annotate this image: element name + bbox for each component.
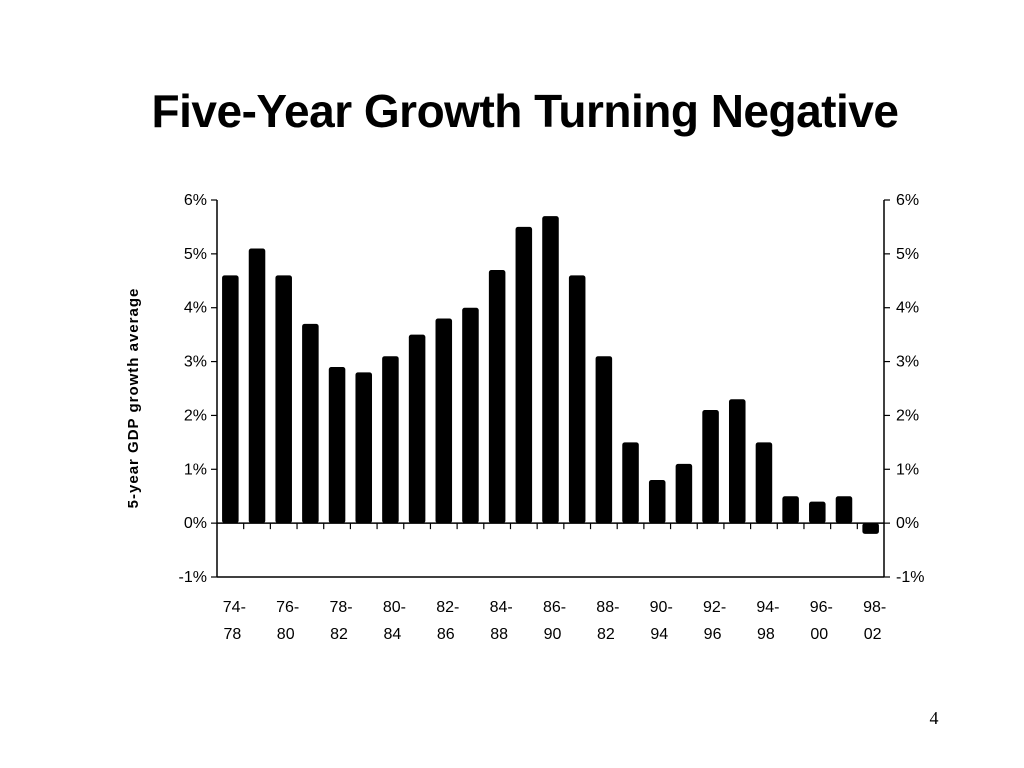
bar [702, 410, 719, 524]
x-tick-label: 90 [544, 626, 562, 643]
bar [728, 399, 746, 524]
x-tick-label: 96 [704, 626, 722, 643]
bar [515, 226, 533, 524]
bar-series [222, 216, 879, 534]
bar [355, 372, 373, 524]
slide-title: Five-Year Growth Turning Negative [151, 85, 899, 137]
bar [809, 501, 826, 524]
x-tick-label: 78- [329, 599, 352, 616]
x-tick-label: 90- [650, 599, 673, 616]
bar [835, 496, 853, 524]
bar [755, 442, 773, 524]
right-y-tick-label: -1% [896, 569, 924, 586]
bar [222, 275, 239, 524]
x-tick-label: 98- [863, 599, 886, 616]
x-tick-label: 84 [384, 626, 402, 643]
right-y-tick-label: 5% [896, 246, 919, 263]
x-tick-label: 94- [756, 599, 779, 616]
right-y-tick-label: 0% [896, 515, 919, 532]
left-y-tick-label: 3% [184, 354, 207, 371]
bar [648, 480, 666, 524]
x-tick-label: 02 [864, 626, 882, 643]
bar [862, 523, 879, 534]
x-tick-label: 82 [597, 626, 615, 643]
x-tick-label: 86 [437, 626, 455, 643]
x-tick-label: 82- [436, 599, 459, 616]
x-tick-label: 98 [757, 626, 775, 643]
bar [568, 275, 586, 524]
right-y-tick-label: 4% [896, 300, 919, 317]
bar [302, 323, 319, 524]
x-tick-label: 92- [703, 599, 726, 616]
bar [622, 442, 639, 524]
x-tick-label: 86- [543, 599, 566, 616]
left-y-tick-label: 0% [184, 515, 207, 532]
bar [488, 270, 506, 524]
left-y-tick-label: 1% [184, 461, 207, 478]
bar [462, 307, 479, 524]
left-y-tick-label: -1% [179, 569, 207, 586]
left-y-tick-label: 6% [184, 192, 207, 209]
left-y-tick-label: 2% [184, 407, 207, 424]
bar [595, 356, 613, 524]
x-tick-label: 74- [223, 599, 246, 616]
bar [275, 275, 292, 524]
x-tick-label: 88- [596, 599, 619, 616]
bar [328, 366, 346, 524]
x-tick-label: 78 [223, 626, 241, 643]
x-tick-label: 94 [650, 626, 668, 643]
x-tick-label: 00 [810, 626, 828, 643]
bar [782, 496, 799, 524]
x-tick-label: 80- [383, 599, 406, 616]
right-y-tick-label: 6% [896, 192, 919, 209]
bar [435, 318, 453, 524]
bar [542, 216, 559, 524]
right-y-tick-label: 1% [896, 461, 919, 478]
bar [675, 463, 693, 524]
bar [408, 334, 426, 524]
x-tick-label: 88 [490, 626, 508, 643]
right-y-axis-ticks: -1% 0% 1% 2% 3% 4% 5% 6% [884, 192, 924, 586]
x-axis-labels: 74- 78 76- 80 78- 82 80- 84 82- 86 84- 88 86- 90 88- 82… [223, 599, 886, 643]
right-y-tick-label: 2% [896, 407, 919, 424]
left-y-tick-label: 4% [184, 300, 207, 317]
x-tick-label: 80 [277, 626, 295, 643]
right-y-tick-label: 3% [896, 354, 919, 371]
left-y-tick-label: 5% [184, 246, 207, 263]
x-tick-label: 76- [276, 599, 299, 616]
bar [248, 248, 266, 524]
chart-axes [216, 200, 885, 578]
x-tick-label: 82 [330, 626, 348, 643]
x-tick-label: 84- [490, 599, 513, 616]
bar [382, 356, 399, 524]
x-tick-label: 96- [810, 599, 833, 616]
y-axis-label: 5-year GDP growth average [125, 288, 142, 509]
page-number: 4 [929, 708, 939, 728]
left-y-axis-ticks: -1% 0% 1% 2% 3% 4% 5% 6% [179, 192, 217, 586]
